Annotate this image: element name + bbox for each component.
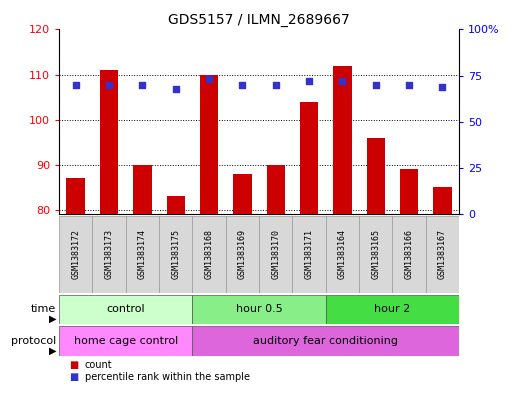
Point bbox=[438, 84, 446, 90]
Bar bbox=[159, 216, 192, 293]
Bar bbox=[167, 196, 185, 214]
Point bbox=[105, 82, 113, 88]
Bar bbox=[59, 295, 192, 324]
Point bbox=[338, 78, 346, 84]
Bar bbox=[326, 216, 359, 293]
Text: time: time bbox=[31, 305, 56, 314]
Point bbox=[238, 82, 246, 88]
Text: percentile rank within the sample: percentile rank within the sample bbox=[85, 372, 250, 382]
Bar bbox=[233, 174, 251, 214]
Bar bbox=[192, 216, 226, 293]
Point bbox=[405, 82, 413, 88]
Bar bbox=[300, 101, 318, 214]
Bar bbox=[359, 216, 392, 293]
Title: GDS5157 / ILMN_2689667: GDS5157 / ILMN_2689667 bbox=[168, 13, 350, 27]
Text: GSM1383170: GSM1383170 bbox=[271, 230, 280, 279]
Text: ▶: ▶ bbox=[49, 314, 56, 324]
Point bbox=[138, 82, 146, 88]
Point bbox=[305, 78, 313, 84]
Text: GSM1383174: GSM1383174 bbox=[138, 230, 147, 279]
Bar bbox=[259, 216, 292, 293]
Point bbox=[171, 85, 180, 92]
Bar bbox=[59, 326, 192, 356]
Bar bbox=[367, 138, 385, 214]
Bar bbox=[126, 216, 159, 293]
Text: GSM1383175: GSM1383175 bbox=[171, 230, 180, 279]
Text: hour 2: hour 2 bbox=[374, 305, 410, 314]
Text: GSM1383164: GSM1383164 bbox=[338, 230, 347, 279]
Bar bbox=[333, 66, 351, 214]
Text: auditory fear conditioning: auditory fear conditioning bbox=[253, 336, 398, 346]
Bar bbox=[92, 216, 126, 293]
Text: GSM1383165: GSM1383165 bbox=[371, 230, 380, 279]
Text: GSM1383172: GSM1383172 bbox=[71, 230, 80, 279]
Text: GSM1383169: GSM1383169 bbox=[238, 230, 247, 279]
Point bbox=[371, 82, 380, 88]
Bar bbox=[100, 70, 118, 214]
Bar bbox=[267, 165, 285, 214]
Text: hour 0.5: hour 0.5 bbox=[235, 305, 283, 314]
Text: home cage control: home cage control bbox=[73, 336, 178, 346]
Text: GSM1383167: GSM1383167 bbox=[438, 230, 447, 279]
Point bbox=[271, 82, 280, 88]
Text: ■: ■ bbox=[69, 360, 78, 371]
Point bbox=[205, 76, 213, 83]
Bar bbox=[133, 165, 151, 214]
Bar bbox=[292, 216, 326, 293]
Text: ▶: ▶ bbox=[49, 346, 56, 356]
Bar bbox=[192, 295, 326, 324]
Bar bbox=[226, 216, 259, 293]
Bar bbox=[433, 187, 451, 214]
Text: protocol: protocol bbox=[11, 336, 56, 346]
Text: GSM1383173: GSM1383173 bbox=[105, 230, 113, 279]
Text: GSM1383166: GSM1383166 bbox=[405, 230, 413, 279]
Text: GSM1383168: GSM1383168 bbox=[205, 230, 213, 279]
Bar bbox=[192, 326, 459, 356]
Text: GSM1383171: GSM1383171 bbox=[305, 230, 313, 279]
Bar bbox=[426, 216, 459, 293]
Bar bbox=[400, 169, 418, 214]
Bar bbox=[59, 216, 92, 293]
Text: ■: ■ bbox=[69, 372, 78, 382]
Point bbox=[71, 82, 80, 88]
Bar bbox=[200, 75, 218, 214]
Bar bbox=[67, 178, 85, 214]
Bar bbox=[326, 295, 459, 324]
Bar bbox=[392, 216, 426, 293]
Text: control: control bbox=[106, 305, 145, 314]
Text: count: count bbox=[85, 360, 112, 371]
